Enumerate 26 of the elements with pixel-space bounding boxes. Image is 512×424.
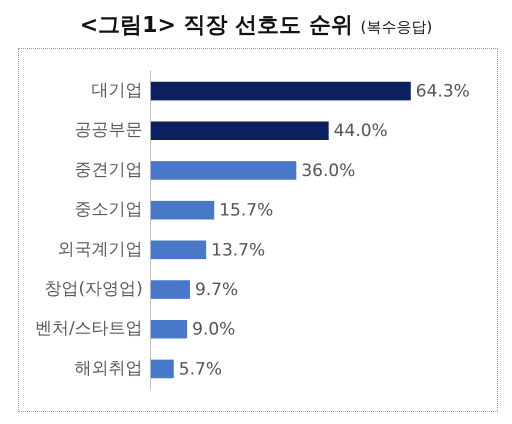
data-label: 5.7% [178,359,222,380]
y-tick-label: 대기업 [92,80,143,100]
y-tick-label: 외국계기업 [58,239,143,260]
chart-subtitle: (복수응답) [360,18,432,36]
bar [150,82,411,100]
bar [150,240,206,260]
bar [150,161,296,180]
data-label: 9.7% [194,280,238,300]
y-tick-label: 공공부문 [74,120,143,140]
bar [150,200,214,220]
y-tick-label: 해외취업 [74,358,143,378]
data-label: 36.0% [301,160,356,181]
data-label: 44.0% [334,121,388,142]
y-tick-label: 창업(자영업) [44,278,143,299]
y-tick-label: 중소기업 [74,200,143,220]
bar [150,360,174,378]
data-label: 15.7% [219,200,274,221]
bar [150,121,329,140]
data-label: 64.3% [416,81,470,102]
y-tick-label: 벤처/스타트업 [34,318,143,339]
data-label: 13.7% [211,240,266,260]
bar [150,320,188,339]
chart-title: <그림1> 직장 선호도 순위 [80,13,353,38]
y-tick-label: 중견기업 [74,160,143,180]
data-label: 9.0% [192,320,236,340]
bar [150,280,190,299]
